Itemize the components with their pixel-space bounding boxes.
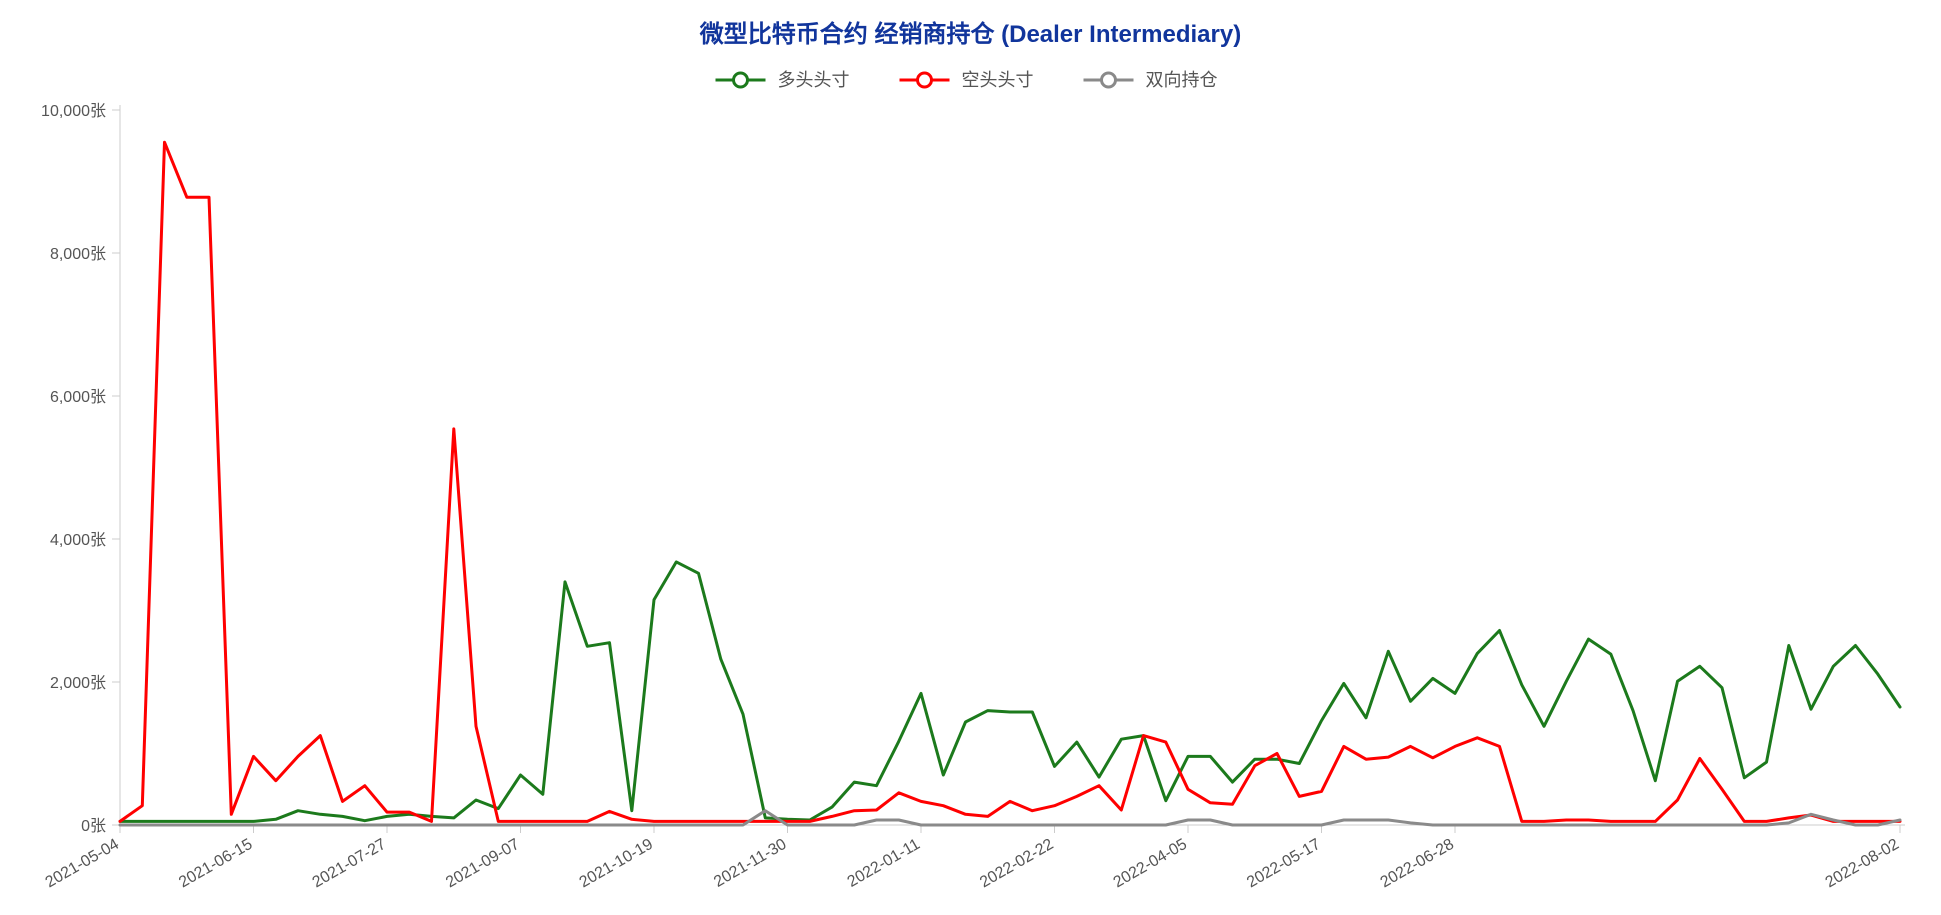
legend-marker bbox=[918, 73, 932, 87]
legend-item[interactable]: 双向持仓 bbox=[1084, 70, 1218, 90]
legend-label: 空头头寸 bbox=[962, 70, 1034, 90]
legend-label: 多头头寸 bbox=[778, 70, 850, 90]
x-axis: 2021-05-04 2021-06-15 2021-07-27 2021-09-07… bbox=[43, 825, 1902, 891]
y-tick-label: 8,000张 bbox=[50, 245, 106, 263]
y-axis: 0张 2,000张 4,000张 6,000张 8,000张 10,000张 bbox=[41, 102, 120, 835]
y-tick-label: 6,000张 bbox=[50, 388, 106, 406]
x-tick-label: 2021-11-30 bbox=[711, 836, 789, 891]
x-tick-label: 2022-04-05 bbox=[1111, 836, 1190, 892]
x-tick-label: 2021-06-15 bbox=[176, 836, 255, 892]
y-tick-label: 0张 bbox=[81, 817, 106, 835]
chart-container: 微型比特币合约 经销商持仓 (Dealer Intermediary) 多头头寸 空… bbox=[0, 0, 1941, 915]
y-tick-label: 10,000张 bbox=[41, 102, 106, 120]
x-tick-label: 2022-08-02 bbox=[1823, 836, 1902, 892]
legend-label: 双向持仓 bbox=[1146, 70, 1218, 90]
line-chart: 微型比特币合约 经销商持仓 (Dealer Intermediary) 多头头寸 空… bbox=[0, 0, 1941, 915]
x-tick-label: 2021-05-04 bbox=[43, 836, 122, 892]
legend-marker bbox=[1102, 73, 1116, 87]
legend-item[interactable]: 多头头寸 bbox=[716, 70, 850, 90]
chart-title: 微型比特币合约 经销商持仓 (Dealer Intermediary) bbox=[699, 20, 1241, 48]
series-group bbox=[120, 142, 1900, 825]
x-tick-label: 2022-02-22 bbox=[977, 836, 1056, 892]
x-tick-label: 2021-07-27 bbox=[310, 836, 389, 892]
y-tick-label: 4,000张 bbox=[50, 531, 106, 549]
legend-item[interactable]: 空头头寸 bbox=[900, 70, 1034, 90]
series-line bbox=[120, 142, 1900, 821]
x-tick-label: 2022-06-28 bbox=[1378, 836, 1457, 892]
x-tick-label: 2021-10-19 bbox=[577, 836, 656, 892]
x-tick-label: 2021-09-07 bbox=[443, 836, 522, 892]
x-tick-label: 2022-01-11 bbox=[845, 836, 923, 891]
y-tick-label: 2,000张 bbox=[50, 674, 106, 692]
legend-marker bbox=[734, 73, 748, 87]
x-tick-label: 2022-05-17 bbox=[1244, 836, 1323, 892]
legend: 多头头寸 空头头寸 双向持仓 bbox=[716, 70, 1218, 90]
series-line bbox=[120, 562, 1900, 822]
